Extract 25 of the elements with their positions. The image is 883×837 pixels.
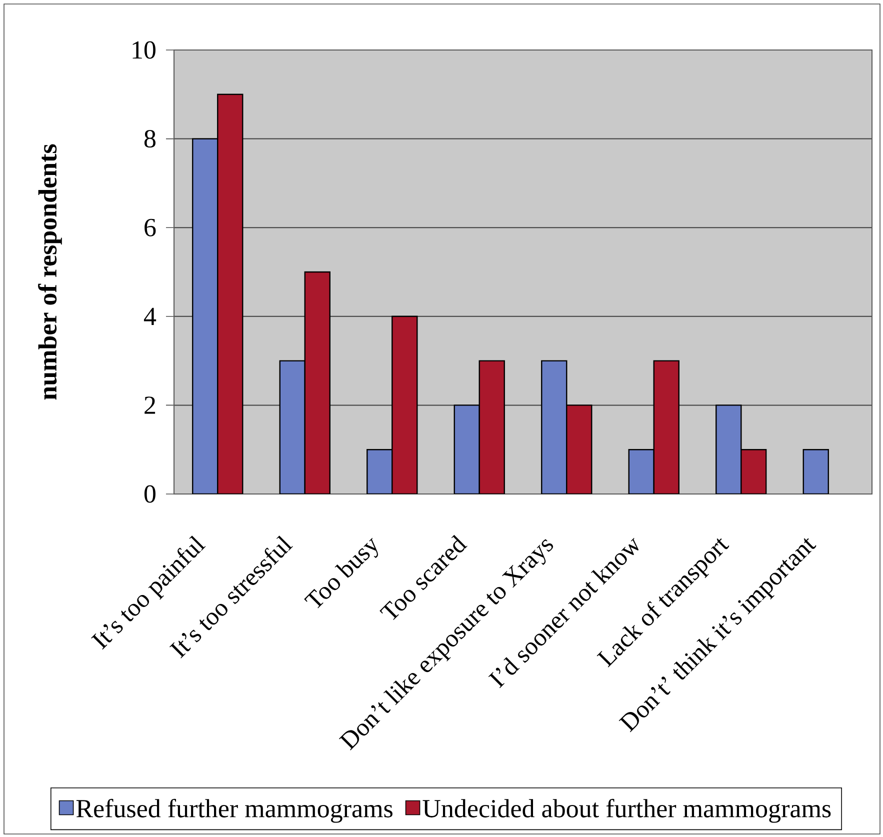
bar	[392, 316, 418, 494]
bar	[740, 448, 767, 494]
legend-label: Refused further mammograms	[76, 798, 392, 823]
bar	[653, 360, 680, 494]
bar	[217, 94, 244, 494]
bar	[628, 448, 654, 494]
y-tick-label: 0	[144, 485, 156, 503]
bar	[366, 448, 393, 494]
legend-label: Undecided about further mammograms	[422, 798, 831, 823]
bar	[304, 271, 330, 494]
y-axis-title: number of respondents	[38, 144, 62, 400]
bar	[802, 448, 829, 494]
bar	[192, 138, 218, 494]
bar	[478, 360, 505, 494]
y-tick-label: 8	[144, 130, 156, 148]
bar	[279, 360, 306, 494]
bar	[541, 360, 568, 494]
y-tick-label: 10	[132, 41, 156, 59]
bar	[716, 404, 742, 494]
y-tick-label: 2	[144, 396, 156, 414]
bar	[454, 404, 480, 494]
bar	[566, 404, 592, 494]
x-tick-label: Too busy	[304, 538, 378, 608]
y-tick-label: 6	[144, 218, 156, 236]
y-tick-label: 4	[144, 308, 156, 325]
